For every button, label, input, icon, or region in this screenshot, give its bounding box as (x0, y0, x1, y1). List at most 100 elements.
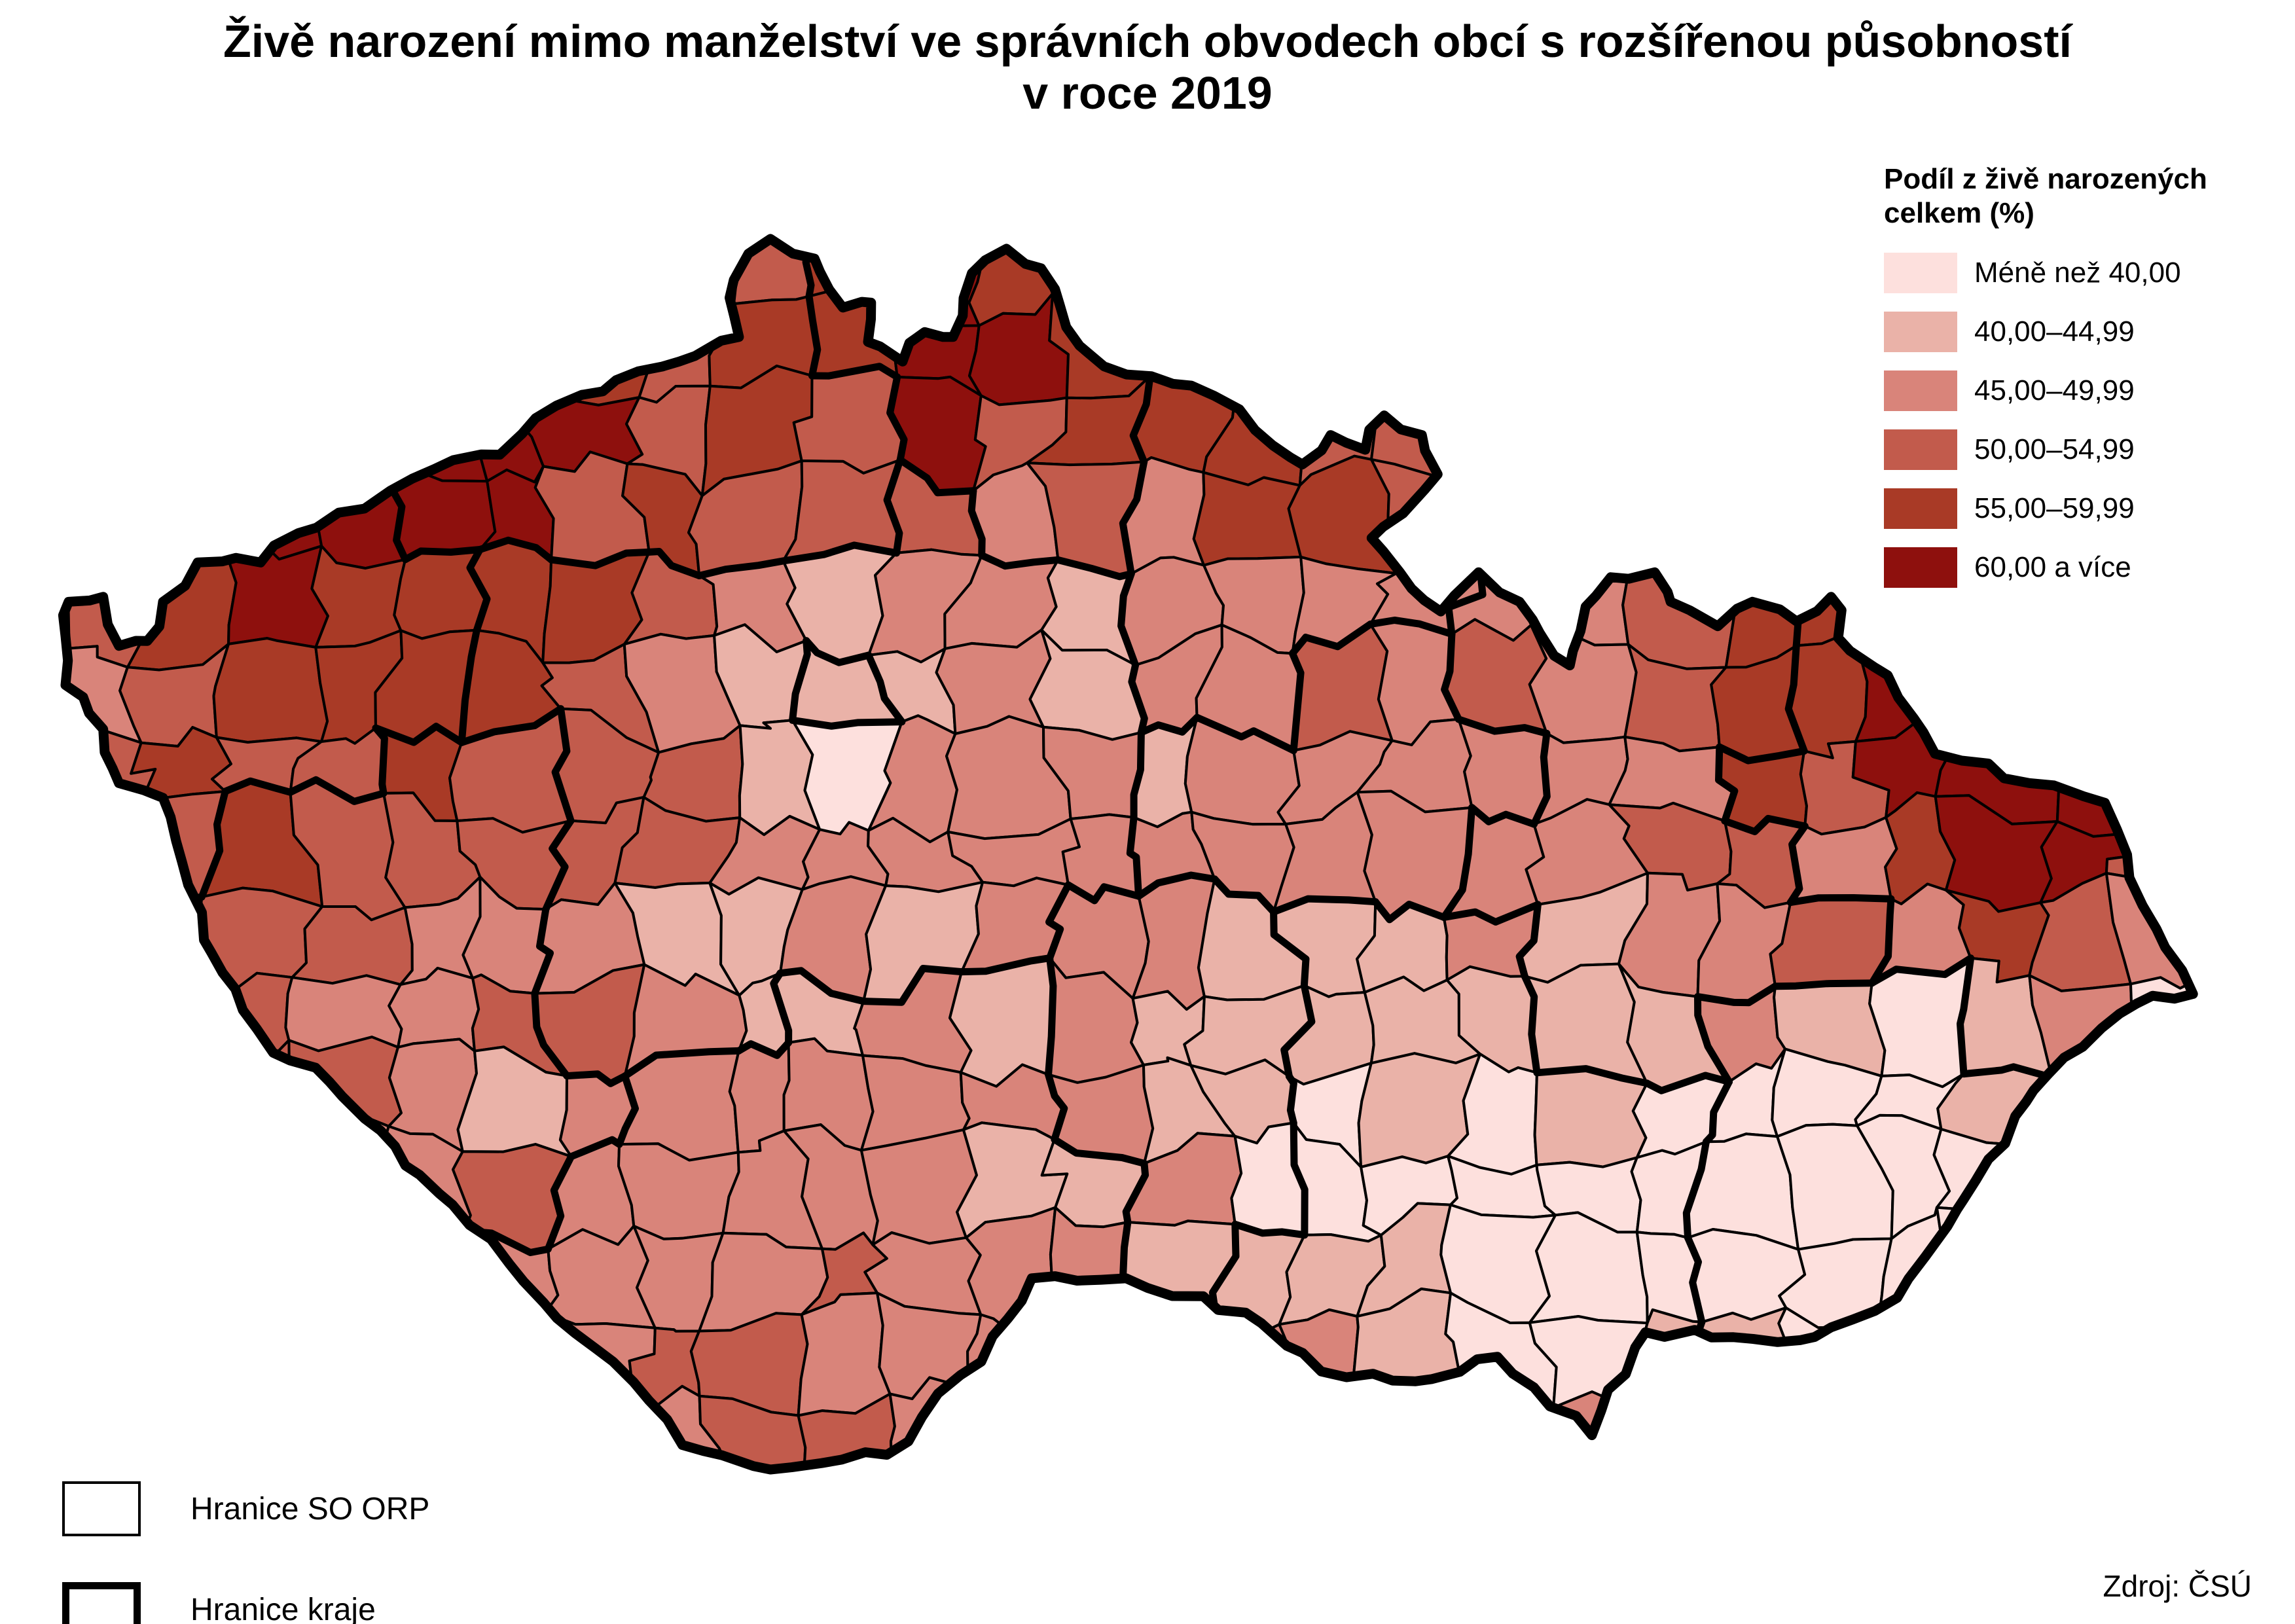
orp-region (949, 956, 1055, 1088)
page-title-line2: v roce 2019 (1022, 67, 1273, 119)
orp-region (213, 291, 314, 400)
orp-region (1684, 1381, 1802, 1470)
orp-region (2112, 1305, 2194, 1415)
kraj-boundary-segment (476, 536, 555, 564)
orp-region (1038, 1313, 1155, 1411)
orp-region (287, 285, 386, 401)
kraj-boundary-segment (368, 1284, 398, 1390)
kraj-boundary-segment (1533, 1065, 1651, 1087)
orp-region (2102, 1060, 2194, 1159)
orp-region (123, 1046, 246, 1165)
orp-region (120, 239, 219, 317)
legend-class-label: 50,00–54,99 (1974, 433, 2135, 465)
orp-region (296, 1287, 395, 1409)
orp-region (705, 239, 812, 306)
orp-region (1769, 896, 1892, 988)
orp-region (450, 1382, 555, 1470)
kraj-boundary-segment (645, 548, 703, 579)
orp-region (221, 1124, 301, 1229)
legend-class-label: 40,00–44,99 (1974, 315, 2135, 348)
orp-boundary-sample-box (62, 1481, 141, 1536)
orp-region (1462, 490, 1561, 566)
orp-region (63, 381, 171, 497)
orp-region (1854, 1318, 1964, 1420)
kraj-boundary-segment (615, 1072, 639, 1148)
kraj-boundary-segment (1515, 901, 1542, 980)
legend-title-line1: Podíl z živě narozených (1884, 163, 2207, 195)
orp-region (2034, 1070, 2142, 1150)
legend-class-label: 45,00–49,99 (1974, 374, 2135, 406)
orp-region (228, 388, 302, 492)
orp-region (67, 1219, 137, 1341)
orp-region (1935, 1293, 2043, 1407)
legend-swatch (1884, 429, 1957, 470)
orp-region (63, 293, 164, 422)
kraj-boundary-segment (1455, 715, 1551, 737)
kraj-boundary-segment (285, 292, 316, 398)
orp-region (2129, 974, 2194, 1074)
orp-boundary-label: Hranice SO ORP (190, 1491, 430, 1526)
kraj-boundary-segment (1045, 881, 1072, 962)
kraj-boundary-segment (978, 551, 1062, 570)
orp-region (123, 1137, 246, 1223)
orp-region (535, 239, 653, 324)
legend-class-label: 60,00 a více (1974, 550, 2131, 583)
orp-region (1202, 239, 1316, 337)
kraj-boundary-segment (2048, 1068, 2144, 1091)
kraj-boundary-segment (551, 705, 575, 825)
orp-region (2131, 1385, 2194, 1470)
kraj-boundary-segment (547, 548, 653, 569)
orp-region (797, 1291, 892, 1417)
kraj-boundary-segment (1051, 1136, 1148, 1167)
orp-region (1772, 1381, 1864, 1470)
orp-region (1935, 630, 2044, 729)
kraj-boundary-segment (542, 817, 575, 913)
orp-region (203, 239, 322, 321)
orp-region (1468, 379, 1561, 503)
legend-swatch (1884, 370, 1957, 411)
legend-swatch (1884, 311, 1957, 352)
orp-region (859, 1128, 978, 1246)
orp-region (366, 377, 489, 483)
kraj-boundary-segment (1530, 730, 1551, 828)
orp-region (375, 239, 475, 297)
kraj-boundary-segment (1715, 743, 1739, 825)
orp-region (2102, 1132, 2190, 1247)
orp-region (1370, 239, 1466, 328)
orp-region (1608, 1385, 1719, 1470)
orp-region (1542, 239, 1649, 311)
orp-region (212, 637, 329, 744)
orp-region (459, 1304, 547, 1398)
orp-region (1600, 385, 1714, 500)
orp-region (1701, 460, 1790, 562)
orp-region (1202, 293, 1287, 390)
legend-class-label: Méně než 40,00 (1974, 256, 2181, 289)
kraj-boundary-segment (458, 705, 565, 746)
legend-swatch (1884, 488, 1957, 529)
kraj-boundary-segment (1106, 1310, 1222, 1336)
kraj-boundary-segment (1694, 983, 1779, 1007)
orp-region (613, 239, 738, 319)
kraj-boundary-segment (544, 1153, 575, 1253)
legend-class-row: 60,00 a více (1884, 547, 2290, 588)
orp-region (1294, 1386, 1394, 1470)
orp-region (1031, 1391, 1155, 1470)
kraj-boundary-segment (1045, 1071, 1068, 1144)
kraj-boundary-segment (1371, 898, 1448, 924)
orp-region (160, 391, 239, 488)
orp-region (63, 975, 160, 1078)
orp-region (1043, 1206, 1129, 1337)
kraj-boundary-segment (1199, 291, 1289, 340)
orp-region (63, 484, 168, 570)
kraj-boundary-segment (63, 902, 166, 929)
orp-region (966, 1384, 1056, 1470)
page-title-line1: Živě narození mimo manželství ve správní… (223, 16, 2072, 67)
state-border-outline (58, 234, 2198, 1475)
kraj-boundary-segment (198, 787, 229, 901)
orp-region (1789, 300, 1896, 392)
kraj-boundary-label: Hranice kraje (190, 1592, 376, 1624)
kraj-boundary-segment (531, 990, 571, 1080)
orp-region (1693, 382, 1799, 499)
